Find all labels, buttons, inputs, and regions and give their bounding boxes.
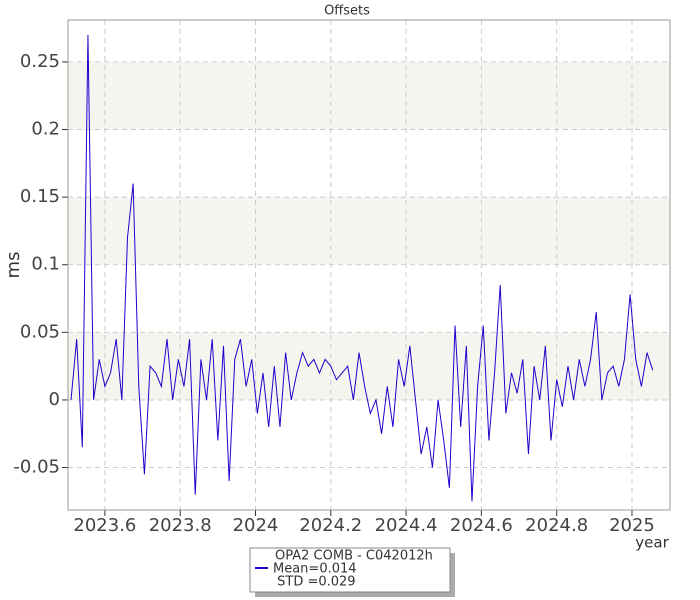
x-tick-label: 2024.2 bbox=[299, 515, 362, 536]
x-tick-label: 2024.6 bbox=[450, 515, 513, 536]
x-tick-label: 2023.8 bbox=[149, 515, 212, 536]
y-tick-label: 0.05 bbox=[20, 321, 60, 342]
x-tick-label: 2024 bbox=[233, 515, 279, 536]
y-tick-label: -0.05 bbox=[13, 457, 60, 478]
series-line bbox=[70, 34, 654, 502]
legend: OPA2 COMB - C042012h Mean=0.014 STD =0.0… bbox=[249, 547, 455, 597]
y-axis-label: ms bbox=[3, 252, 24, 279]
x-axis-label: year bbox=[635, 534, 669, 552]
band bbox=[68, 61, 670, 130]
y-tick-label: 0 bbox=[49, 389, 60, 410]
chart-title: Offsets bbox=[324, 4, 370, 19]
x-tick-label: 2024.8 bbox=[525, 515, 588, 536]
legend-box bbox=[249, 547, 451, 593]
plot-area: -0.05 0 0.05 0.1 0.15 0.2 0.25 2023.6 2023.8 2024… bbox=[13, 19, 671, 536]
legend-std: STD =0.029 bbox=[273, 575, 356, 590]
plot-frame bbox=[67, 19, 671, 511]
x-tick-label: 2025 bbox=[609, 515, 655, 536]
band bbox=[68, 332, 670, 400]
legend-mean: Mean=0.014 bbox=[273, 562, 357, 577]
y-tick-label: 0.2 bbox=[31, 119, 60, 140]
y-tick-label: 0.15 bbox=[20, 186, 60, 207]
y-tick-label: 0.1 bbox=[31, 254, 60, 275]
x-tick-label: 2024.4 bbox=[375, 515, 438, 536]
x-tick-label: 2023.6 bbox=[73, 515, 136, 536]
y-tick-label: 0.25 bbox=[20, 51, 60, 72]
legend-label: OPA2 COMB - C042012h bbox=[275, 549, 433, 564]
band bbox=[68, 197, 670, 265]
